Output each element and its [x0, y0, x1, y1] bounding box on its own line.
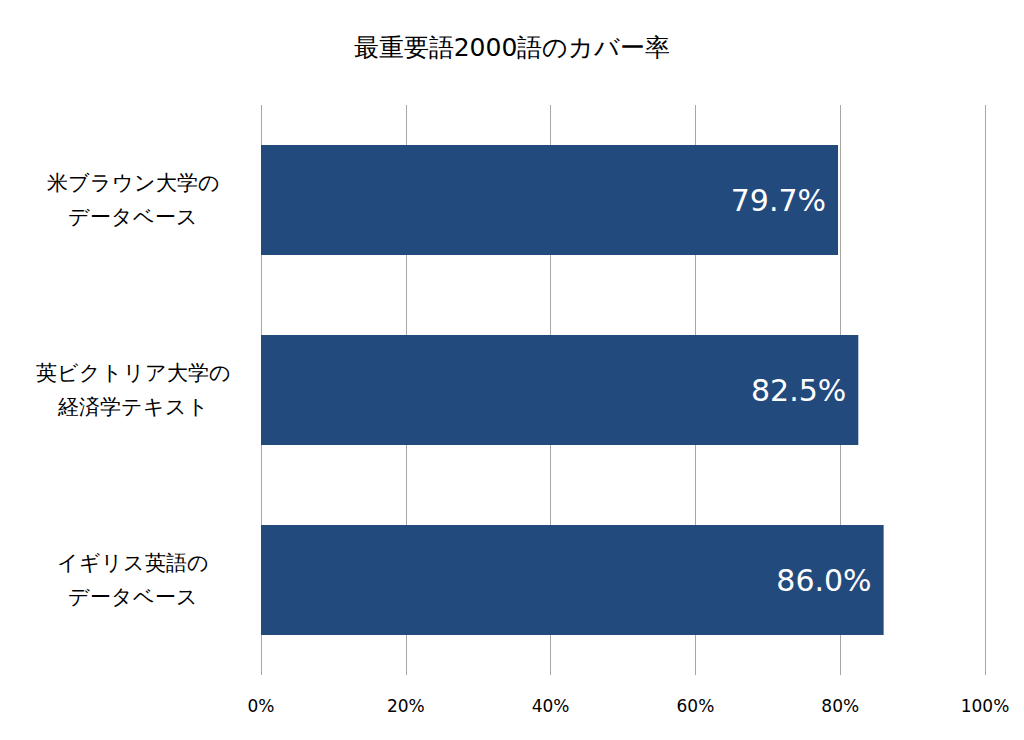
svg-text:データベース: データベース — [68, 205, 198, 229]
svg-text:米ブラウン大学の: 米ブラウン大学の — [47, 171, 220, 195]
svg-text:英ビクトリア大学の: 英ビクトリア大学の — [36, 361, 231, 385]
svg-text:データベース: データベース — [68, 585, 198, 609]
svg-text:80%: 80% — [821, 696, 859, 716]
svg-text:0%: 0% — [248, 696, 275, 716]
svg-text:イギリス英語の: イギリス英語の — [57, 551, 209, 575]
svg-text:100%: 100% — [961, 696, 1010, 716]
svg-text:82.5%: 82.5% — [751, 373, 846, 408]
svg-text:40%: 40% — [532, 696, 570, 716]
svg-text:60%: 60% — [677, 696, 715, 716]
svg-text:経済学テキスト: 経済学テキスト — [57, 395, 209, 419]
svg-text:最重要語2000語のカバー率: 最重要語2000語のカバー率 — [354, 33, 671, 62]
svg-text:20%: 20% — [387, 696, 425, 716]
svg-text:86.0%: 86.0% — [776, 563, 871, 598]
svg-text:79.7%: 79.7% — [731, 183, 826, 218]
